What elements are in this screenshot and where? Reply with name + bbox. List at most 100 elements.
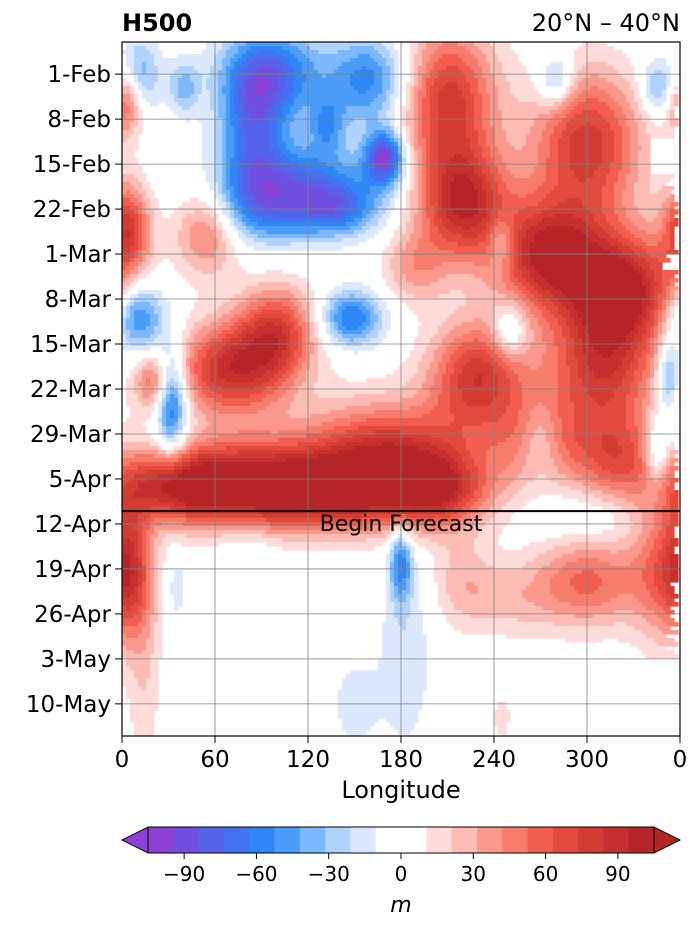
anomaly-cell	[594, 170, 611, 175]
anomaly-cell	[242, 310, 251, 315]
anomaly-cell	[218, 198, 223, 203]
anomaly-cell	[502, 266, 511, 271]
anomaly-cell	[370, 506, 447, 511]
anomaly-cell	[174, 470, 183, 475]
anomaly-cell	[186, 378, 191, 383]
anomaly-cell	[654, 398, 659, 403]
anomaly-cell	[122, 174, 135, 179]
anomaly-cell	[422, 190, 427, 195]
anomaly-cell	[138, 86, 147, 91]
anomaly-cell	[634, 370, 643, 375]
anomaly-cell	[326, 322, 331, 327]
anomaly-cell	[534, 330, 543, 335]
anomaly-cell	[226, 66, 235, 71]
anomaly-cell	[290, 374, 299, 379]
anomaly-cell	[630, 390, 639, 395]
anomaly-cell	[414, 566, 419, 571]
anomaly-cell	[338, 186, 351, 191]
anomaly-cell	[446, 210, 455, 215]
anomaly-cell	[386, 178, 391, 183]
anomaly-cell	[122, 438, 155, 443]
anomaly-cell	[190, 414, 195, 419]
anomaly-cell	[458, 382, 475, 387]
anomaly-cell	[402, 542, 407, 547]
anomaly-cell	[526, 458, 555, 463]
anomaly-cell	[582, 490, 603, 495]
anomaly-cell	[550, 578, 571, 583]
anomaly-cell	[554, 286, 647, 291]
anomaly-cell	[526, 134, 543, 139]
anomaly-cell	[574, 62, 587, 67]
anomaly-cell	[418, 158, 423, 163]
anomaly-cell	[122, 614, 135, 619]
anomaly-cell	[214, 118, 223, 123]
anomaly-cell	[510, 346, 519, 351]
anomaly-cell	[302, 50, 319, 55]
anomaly-cell	[666, 370, 675, 375]
anomaly-cell	[310, 166, 335, 171]
anomaly-cell	[514, 478, 535, 483]
anomaly-cell	[218, 326, 231, 331]
anomaly-cell	[438, 166, 447, 171]
anomaly-cell	[146, 230, 151, 235]
anomaly-cell	[654, 374, 659, 379]
anomaly-cell	[666, 302, 671, 307]
anomaly-cell	[130, 126, 135, 131]
anomaly-cell	[534, 434, 547, 439]
anomaly-cell	[158, 594, 163, 599]
anomaly-cell	[238, 134, 247, 139]
anomaly-cell	[146, 678, 159, 683]
anomaly-cell	[506, 254, 511, 259]
anomaly-cell	[514, 306, 523, 311]
anomaly-cell	[506, 466, 523, 471]
anomaly-cell	[414, 218, 423, 223]
anomaly-cell	[138, 394, 143, 399]
anomaly-cell	[558, 482, 583, 487]
anomaly-cell	[182, 410, 187, 415]
anomaly-cell	[366, 130, 375, 135]
anomaly-cell	[414, 142, 419, 147]
anomaly-cell	[170, 86, 179, 91]
anomaly-cell	[594, 398, 611, 403]
anomaly-cell	[158, 598, 163, 603]
anomaly-cell	[482, 278, 503, 283]
anomaly-cell	[282, 54, 295, 59]
anomaly-cell	[510, 382, 523, 387]
anomaly-cell	[470, 358, 483, 363]
anomaly-cell	[502, 350, 507, 355]
anomaly-cell	[610, 94, 627, 99]
anomaly-cell	[450, 442, 467, 447]
anomaly-cell	[242, 186, 251, 191]
anomaly-cell	[510, 82, 535, 87]
anomaly-cell	[350, 194, 359, 199]
anomaly-cell	[426, 182, 431, 187]
anomaly-cell	[302, 354, 307, 359]
anomaly-cell	[246, 78, 259, 83]
anomaly-cell	[410, 194, 419, 199]
anomaly-cell	[610, 470, 631, 475]
anomaly-cell	[186, 370, 191, 375]
anomaly-cell	[442, 186, 451, 191]
anomaly-cell	[426, 46, 439, 51]
anomaly-cell	[194, 378, 199, 383]
anomaly-cell	[670, 118, 679, 123]
anomaly-cell	[506, 294, 519, 299]
anomaly-cell	[446, 506, 455, 511]
anomaly-cell	[414, 530, 423, 535]
anomaly-cell	[442, 526, 467, 531]
anomaly-cell	[662, 274, 675, 279]
anomaly-cell	[646, 242, 659, 247]
anomaly-cell	[458, 214, 475, 219]
anomaly-cell	[638, 158, 651, 163]
anomaly-cell	[558, 598, 611, 603]
anomaly-cell	[602, 142, 615, 147]
anomaly-cell	[482, 382, 499, 387]
anomaly-cell	[402, 154, 407, 159]
anomaly-cell	[274, 454, 319, 459]
anomaly-cell	[282, 546, 375, 551]
anomaly-cell	[410, 202, 419, 207]
anomaly-cell	[546, 346, 559, 351]
anomaly-cell	[374, 146, 379, 151]
anomaly-cell	[150, 546, 155, 551]
anomaly-cell	[510, 250, 515, 255]
